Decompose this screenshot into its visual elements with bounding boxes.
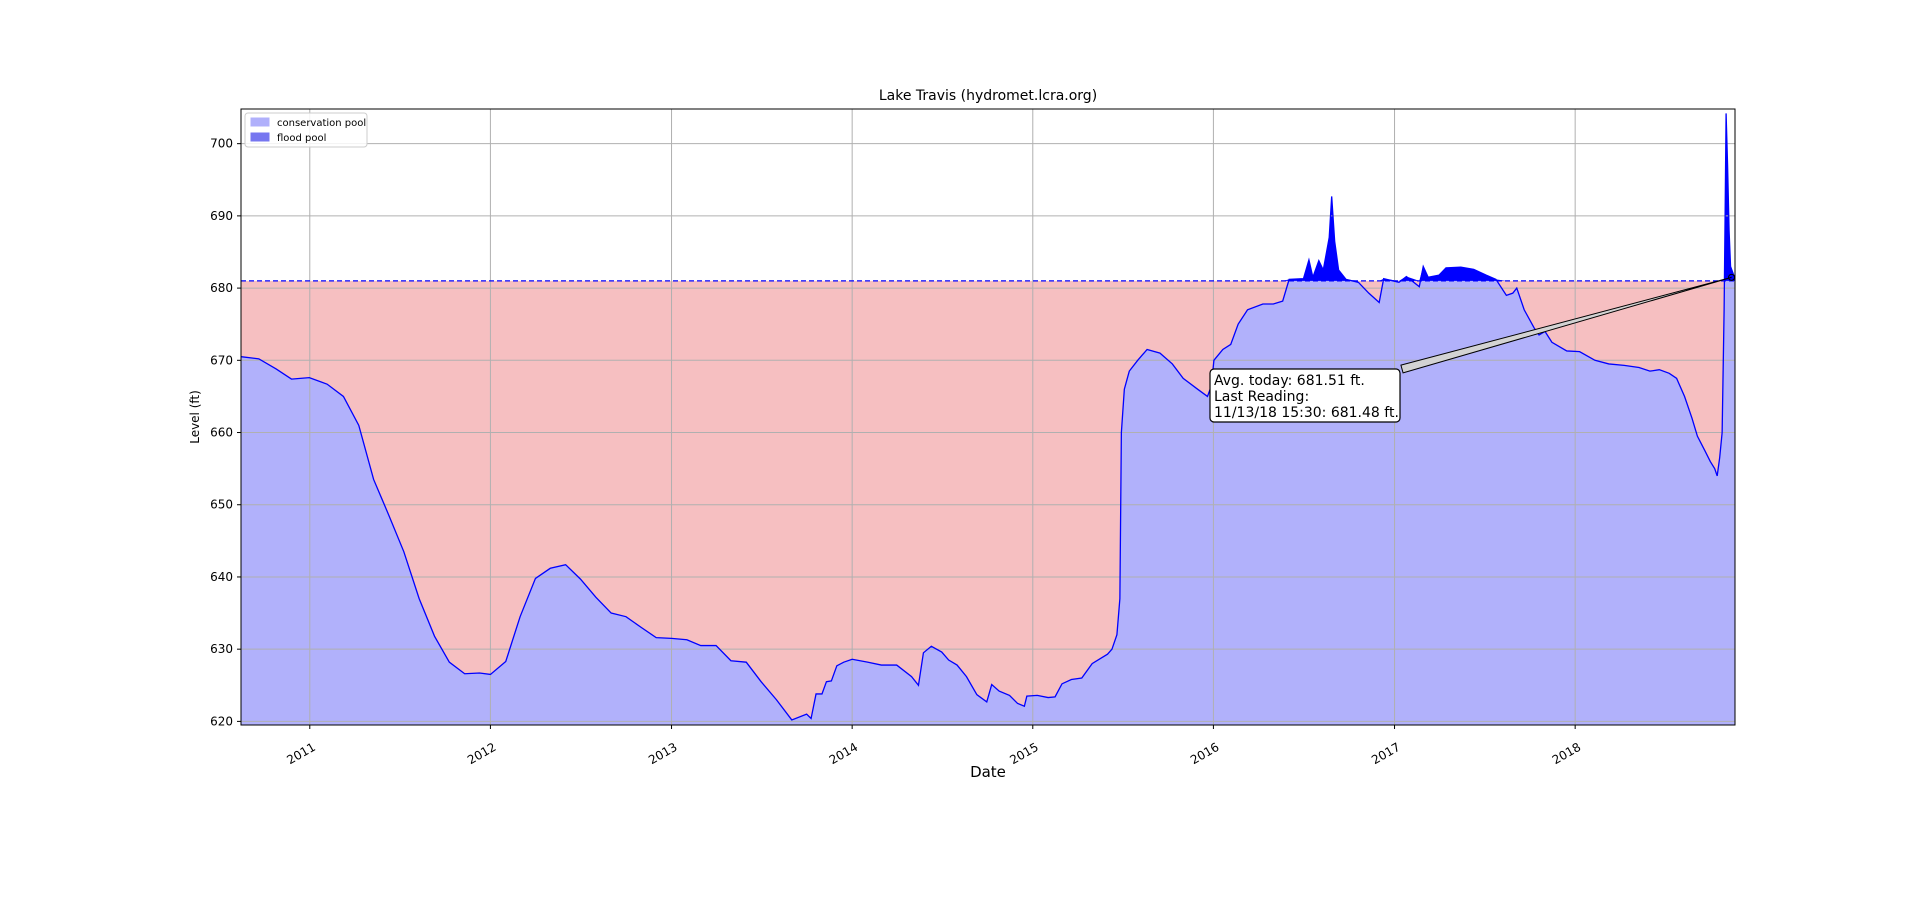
y-tick-label-670: 670 [210,353,233,367]
legend-label-conservation-pool: conservation pool [277,118,366,129]
y-tick-label-680: 680 [210,281,233,295]
y-axis-label: Level (ft) [188,390,202,444]
y-tick-label-640: 640 [210,570,233,584]
level-area [241,113,1735,725]
series-lines [241,113,1735,721]
legend-swatch-flood-pool [250,132,270,142]
legend-label-flood-pool: flood pool [277,133,326,144]
legend-box [244,112,368,148]
annotation-arrow [1400,276,1732,374]
x-axis-label: Date [970,763,1006,781]
annotation-line-avg: Avg. today: 681.51 ft. [1214,373,1365,389]
annotation-target-marker [1728,273,1736,281]
level-line [241,113,1735,721]
legend: conservation pool flood pool [244,112,368,148]
chart-title: Lake Travis (hydromet.lcra.org) [879,88,1097,104]
legend-swatch-conservation-pool [250,117,270,127]
y-tick-label-650: 650 [210,498,233,512]
y-tick-label-620: 620 [210,714,233,728]
annotation-box [1209,368,1401,423]
annotation-line-last-reading: Last Reading: [1214,389,1309,405]
y-tick-label-690: 690 [210,209,233,223]
y-tick-label-700: 700 [210,137,233,151]
annotation: Avg. today: 681.51 ft. Last Reading: 11/… [1209,273,1736,423]
y-tick-label-660: 660 [210,426,233,440]
plot-frame [240,108,1736,726]
y-tick-label-630: 630 [210,642,233,656]
annotation-line-reading-value: 11/13/18 15:30: 681.48 ft. [1214,405,1399,421]
